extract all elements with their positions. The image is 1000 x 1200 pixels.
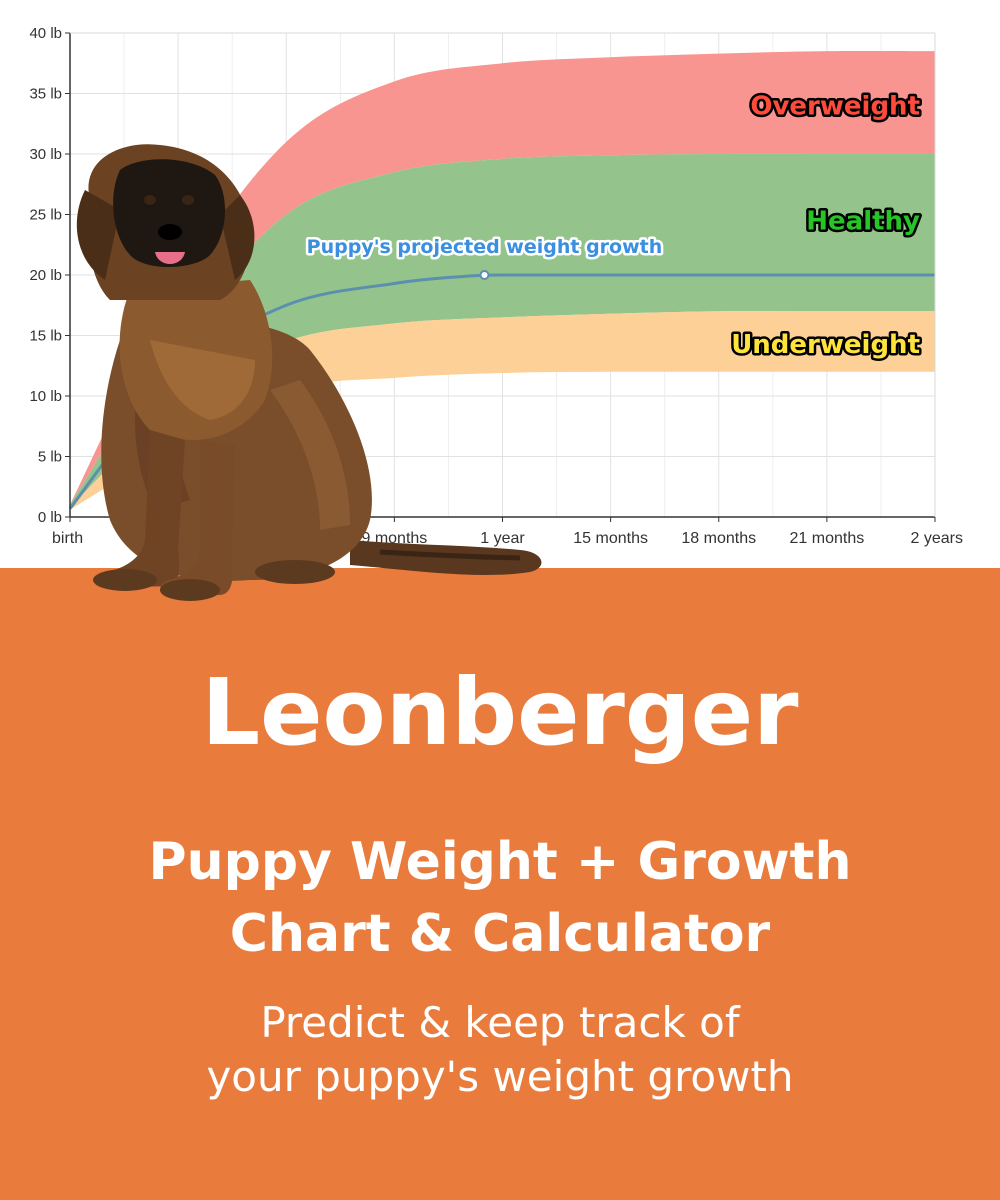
- y-tick-label-2: 10 lb: [29, 388, 62, 405]
- y-tick-label-8: 40 lb: [29, 25, 62, 42]
- x-tick-label-8: 2 years: [911, 530, 963, 547]
- x-tick-label-6: 18 months: [681, 530, 756, 547]
- zone-label-healthy: Healthy: [806, 207, 920, 237]
- zone-label-overweight: Overweight: [750, 92, 920, 122]
- x-tick-label-7: 21 months: [790, 530, 865, 547]
- zone-label-underweight: Underweight: [731, 330, 920, 360]
- banner-subtitle: Puppy Weight + Growth Chart & Calculator: [0, 826, 1000, 970]
- projection-label: Puppy's projected weight growth: [307, 236, 663, 258]
- breed-title: Leonberger: [201, 659, 799, 766]
- tagline-line-1: Predict & keep track of: [260, 998, 740, 1047]
- x-tick-label-0: birth: [52, 530, 83, 547]
- projection-marker: [479, 270, 490, 280]
- y-tick-label-4: 20 lb: [29, 267, 62, 284]
- banner-tagline: Predict & keep track of your puppy's wei…: [0, 996, 1000, 1104]
- breed-banner: Leonberger Puppy Weight + Growth Chart &…: [0, 568, 1000, 1200]
- x-tick-label-5: 15 months: [573, 530, 648, 547]
- y-tick-label-0: 0 lb: [38, 509, 62, 526]
- y-axis-ticks: 0 lb 5 lb 10 lb 15 lb 20 lb 25 lb 30 lb 35 lb 40…: [29, 25, 70, 526]
- band-healthy: [70, 153, 935, 508]
- tagline-line-2: your puppy's weight growth: [206, 1052, 794, 1101]
- leonberger-dog-photo-icon: [76, 144, 542, 601]
- y-tick-label-1: 5 lb: [38, 449, 62, 466]
- x-tick-label-4: 1 year: [480, 530, 525, 547]
- band-overweight: [70, 50, 935, 505]
- subtitle-line-1: Puppy Weight + Growth: [148, 832, 852, 892]
- y-tick-label-5: 25 lb: [29, 207, 62, 224]
- y-tick-label-6: 30 lb: [29, 146, 62, 163]
- subtitle-line-2: Chart & Calculator: [229, 904, 771, 964]
- y-tick-label-7: 35 lb: [29, 86, 62, 103]
- zone-labels: Overweight Healthy Underweight Puppy's proj…: [304, 89, 922, 362]
- y-tick-label-3: 15 lb: [29, 328, 62, 345]
